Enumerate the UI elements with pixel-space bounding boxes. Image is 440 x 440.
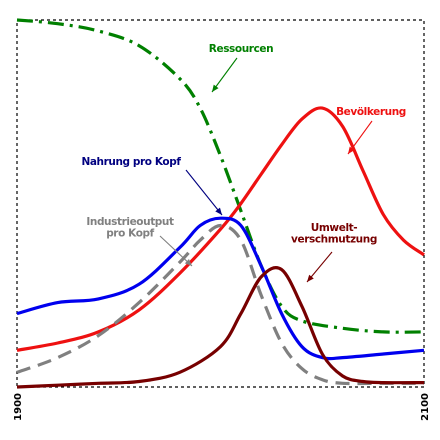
x-tick-label: 1900 bbox=[13, 393, 24, 421]
annotation-ressourcen: Ressourcen bbox=[209, 43, 274, 93]
annotation-umweltverschmutzung: Umwelt-verschmutzung bbox=[291, 222, 377, 283]
annotation-pointer bbox=[185, 169, 223, 216]
annotation-pointer bbox=[211, 57, 238, 93]
annotation-arrowhead bbox=[184, 259, 192, 266]
annotation-text: Bevölkerung bbox=[336, 106, 406, 118]
annotation-text: Nahrung pro Kopf bbox=[81, 156, 181, 168]
plot-frame bbox=[16, 19, 425, 388]
annotation-layer: Ressourcen Bevölkerung Nahrung pro Kopf Ind… bbox=[81, 43, 406, 283]
annotation-nahrung-pro-kopf: Nahrung pro Kopf bbox=[81, 156, 223, 216]
series-line-industrieoutput-pro-kopf bbox=[16, 223, 424, 386]
tick-layer: 1900 2100 bbox=[13, 393, 431, 421]
annotation-text: Ressourcen bbox=[209, 43, 273, 55]
series-line-ressourcen bbox=[16, 18, 425, 334]
annotation-bev-lkerung: Bevölkerung bbox=[336, 106, 406, 155]
series-line-bev-lkerung bbox=[16, 106, 425, 352]
series-line-umweltverschmutzung bbox=[16, 266, 425, 389]
annotation-arrowhead bbox=[307, 274, 314, 282]
series-line-nahrung-pro-kopf bbox=[16, 216, 425, 361]
annotation-text: Umwelt- bbox=[311, 222, 358, 234]
annotation-text: pro Kopf bbox=[106, 228, 154, 240]
annotation-arrowhead bbox=[215, 207, 222, 215]
annotation-text: verschmutzung bbox=[291, 234, 377, 246]
annotation-text: Industrieoutput bbox=[86, 216, 174, 228]
annotation-arrowhead bbox=[212, 84, 219, 92]
x-tick-label: 2100 bbox=[420, 393, 431, 421]
series-layer bbox=[16, 18, 425, 389]
annotation-arrowhead bbox=[348, 146, 355, 154]
annotation-pointer bbox=[159, 235, 193, 267]
